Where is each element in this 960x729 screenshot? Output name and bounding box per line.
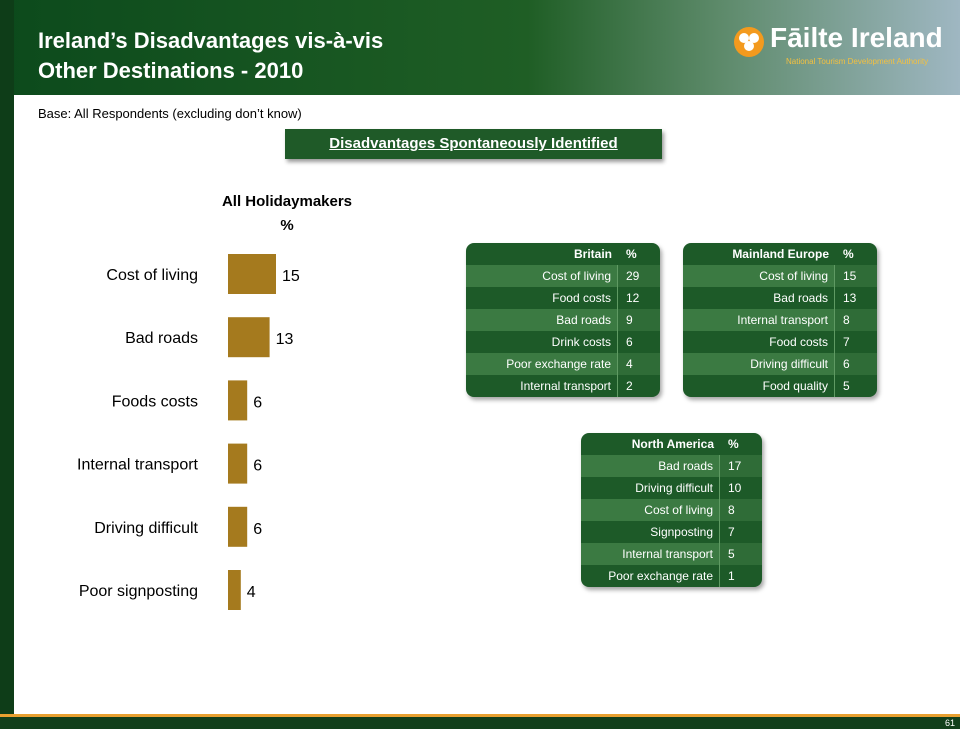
row-label: Cost of living xyxy=(581,499,719,521)
header-cell: North America xyxy=(581,433,720,455)
row-label: Cost of living xyxy=(466,265,617,287)
header-cell: Britain xyxy=(466,243,618,265)
bar xyxy=(228,254,276,294)
logo-icon xyxy=(733,26,765,58)
row-label: Cost of living xyxy=(683,265,834,287)
row-label: Poor exchange rate xyxy=(581,565,719,587)
row-value: 15 xyxy=(834,265,877,287)
row-label: Driving difficult xyxy=(581,477,719,499)
row-value: 7 xyxy=(834,331,877,353)
bar xyxy=(228,444,247,484)
row-value: 6 xyxy=(617,331,660,353)
row-value: 13 xyxy=(834,287,877,309)
row-value: 5 xyxy=(834,375,877,397)
row-label: Drink costs xyxy=(466,331,617,353)
row-value: 8 xyxy=(719,499,762,521)
title: Ireland’s Disadvantages vis-à-vis Other … xyxy=(38,26,383,86)
row-label: Internal transport xyxy=(581,543,719,565)
value-label: 15 xyxy=(282,268,300,285)
row-label: Bad roads xyxy=(581,455,719,477)
page-number: 61 xyxy=(945,718,955,728)
row-value: 6 xyxy=(834,353,877,375)
header-cell: Mainland Europe xyxy=(683,243,835,265)
table-header: Britain% xyxy=(466,243,660,265)
value-label: 6 xyxy=(253,521,262,538)
table-header: North America% xyxy=(581,433,762,455)
category-label: Poor signposting xyxy=(79,583,198,600)
row-label: Internal transport xyxy=(466,375,617,397)
footer-band xyxy=(0,717,960,729)
value-label: 6 xyxy=(253,394,262,411)
category-label: Driving difficult xyxy=(94,520,198,537)
row-label: Driving difficult xyxy=(683,353,834,375)
value-label: 6 xyxy=(253,458,262,475)
row-value: 9 xyxy=(617,309,660,331)
row-value: 7 xyxy=(719,521,762,543)
header-cell: % xyxy=(618,243,660,265)
header-cell: % xyxy=(720,433,762,455)
bar xyxy=(228,570,241,610)
row-label: Food costs xyxy=(466,287,617,309)
logo-name: Fāilte Ireland xyxy=(770,22,943,54)
chart: All Holidaymakers% Cost of living 15 Bad ro… xyxy=(0,180,440,620)
row-value: 29 xyxy=(617,265,660,287)
base-note: Base: All Respondents (excluding don’t k… xyxy=(38,106,302,121)
value-label: 4 xyxy=(247,584,256,601)
row-value: 8 xyxy=(834,309,877,331)
category-label: Internal transport xyxy=(77,457,199,474)
table-header: Mainland Europe% xyxy=(683,243,877,265)
row-label: Internal transport xyxy=(683,309,834,331)
bar xyxy=(228,317,270,357)
title-line: Ireland’s Disadvantages vis-à-vis xyxy=(38,26,383,56)
row-label: Bad roads xyxy=(683,287,834,309)
section-title: Disadvantages Spontaneously Identified xyxy=(285,129,662,159)
logo-tagline: National Tourism Development Authority xyxy=(786,57,928,66)
chart-title: All Holidaymakers xyxy=(222,193,352,210)
row-label: Poor exchange rate xyxy=(466,353,617,375)
category-label: Bad roads xyxy=(125,330,198,347)
category-label: Foods costs xyxy=(112,393,198,410)
row-label: Food quality xyxy=(683,375,834,397)
row-label: Signposting xyxy=(581,521,719,543)
bar xyxy=(228,507,247,547)
row-value: 17 xyxy=(719,455,762,477)
slide: Ireland’s Disadvantages vis-à-vis Other … xyxy=(0,0,960,729)
title-line: Other Destinations - 2010 xyxy=(38,56,383,86)
row-label: Bad roads xyxy=(466,309,617,331)
category-label: Cost of living xyxy=(106,267,198,284)
row-label: Food costs xyxy=(683,331,834,353)
row-value: 1 xyxy=(719,565,762,587)
row-value: 4 xyxy=(617,353,660,375)
row-value: 12 xyxy=(617,287,660,309)
row-value: 10 xyxy=(719,477,762,499)
chart-subtitle: % xyxy=(280,217,293,234)
row-value: 2 xyxy=(617,375,660,397)
bar xyxy=(228,380,247,420)
header-cell: % xyxy=(835,243,877,265)
row-value: 5 xyxy=(719,543,762,565)
value-label: 13 xyxy=(276,331,294,348)
